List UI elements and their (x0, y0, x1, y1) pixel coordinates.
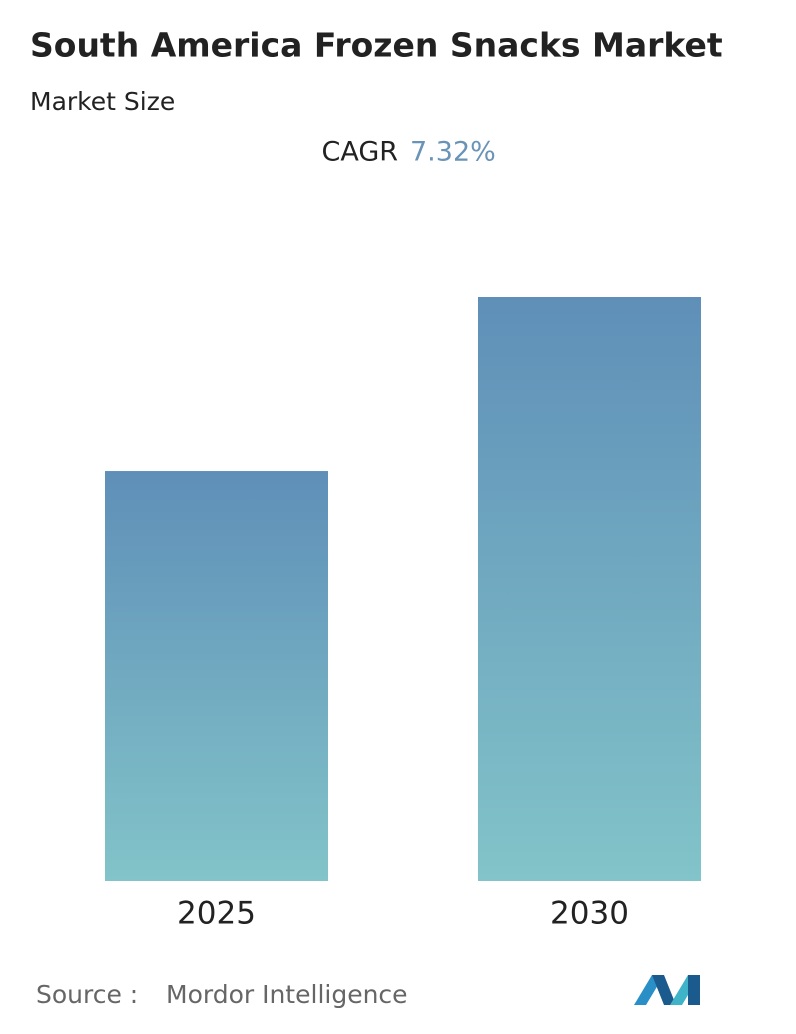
chart-subtitle: Market Size (30, 87, 175, 116)
chart-title: South America Frozen Snacks Market (30, 26, 723, 65)
source: Mordor Intelligence (166, 980, 408, 1009)
cagr-label: CAGR (321, 137, 398, 168)
cagr-value: 7.32% (410, 137, 496, 168)
logo (634, 975, 700, 1005)
x-tick-label: 2030 (550, 896, 629, 932)
bar (105, 471, 328, 881)
bar (478, 297, 701, 881)
x-tick-label: 2025 (177, 896, 256, 932)
source-label: Source : (36, 980, 138, 1009)
